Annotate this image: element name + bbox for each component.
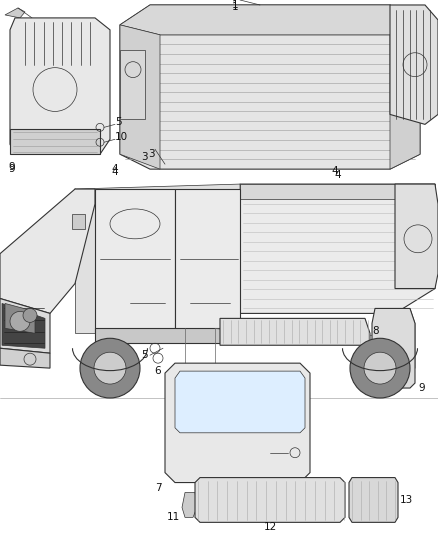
- Circle shape: [350, 338, 410, 398]
- Polygon shape: [5, 303, 35, 333]
- Polygon shape: [390, 25, 420, 169]
- Polygon shape: [175, 189, 240, 333]
- Text: 8: 8: [372, 326, 378, 336]
- Circle shape: [23, 309, 37, 322]
- Text: 9: 9: [418, 383, 424, 393]
- Text: 4: 4: [111, 167, 118, 177]
- Text: 1: 1: [231, 2, 238, 12]
- Circle shape: [94, 352, 126, 384]
- Text: 13: 13: [400, 496, 413, 505]
- Text: 9: 9: [8, 164, 14, 174]
- Circle shape: [10, 311, 30, 332]
- Polygon shape: [0, 348, 50, 368]
- Text: 12: 12: [263, 522, 277, 532]
- Polygon shape: [240, 184, 435, 313]
- Text: 3: 3: [148, 149, 155, 159]
- Polygon shape: [175, 371, 305, 433]
- Polygon shape: [0, 298, 50, 353]
- Text: 5: 5: [115, 117, 122, 127]
- Text: 4: 4: [332, 166, 338, 176]
- Polygon shape: [240, 184, 435, 199]
- Polygon shape: [95, 199, 240, 264]
- Text: 5: 5: [141, 350, 148, 360]
- Polygon shape: [388, 309, 415, 373]
- Text: 4: 4: [111, 164, 118, 174]
- Polygon shape: [182, 492, 197, 518]
- Polygon shape: [165, 363, 310, 482]
- Text: 10: 10: [115, 132, 128, 142]
- Polygon shape: [220, 318, 370, 345]
- Text: 3: 3: [141, 152, 148, 162]
- Text: 4: 4: [335, 170, 341, 180]
- Circle shape: [364, 352, 396, 384]
- Polygon shape: [120, 25, 160, 169]
- Polygon shape: [390, 5, 438, 124]
- Polygon shape: [10, 18, 110, 154]
- Polygon shape: [120, 5, 420, 35]
- Circle shape: [80, 338, 140, 398]
- Polygon shape: [95, 189, 175, 333]
- Polygon shape: [2, 303, 45, 348]
- Polygon shape: [195, 478, 345, 522]
- Polygon shape: [75, 184, 240, 204]
- Polygon shape: [5, 8, 25, 18]
- Text: 1: 1: [231, 0, 238, 10]
- Text: 9: 9: [8, 162, 14, 172]
- Polygon shape: [395, 184, 438, 288]
- Polygon shape: [72, 214, 85, 229]
- Polygon shape: [372, 309, 415, 388]
- Polygon shape: [0, 189, 95, 313]
- Text: 6: 6: [155, 366, 161, 376]
- Polygon shape: [10, 130, 100, 154]
- Text: 11: 11: [167, 512, 180, 522]
- Polygon shape: [120, 50, 145, 119]
- Polygon shape: [120, 5, 420, 169]
- Polygon shape: [349, 478, 398, 522]
- Polygon shape: [75, 189, 95, 333]
- Text: 7: 7: [155, 482, 162, 492]
- Polygon shape: [15, 64, 100, 130]
- Polygon shape: [95, 328, 240, 343]
